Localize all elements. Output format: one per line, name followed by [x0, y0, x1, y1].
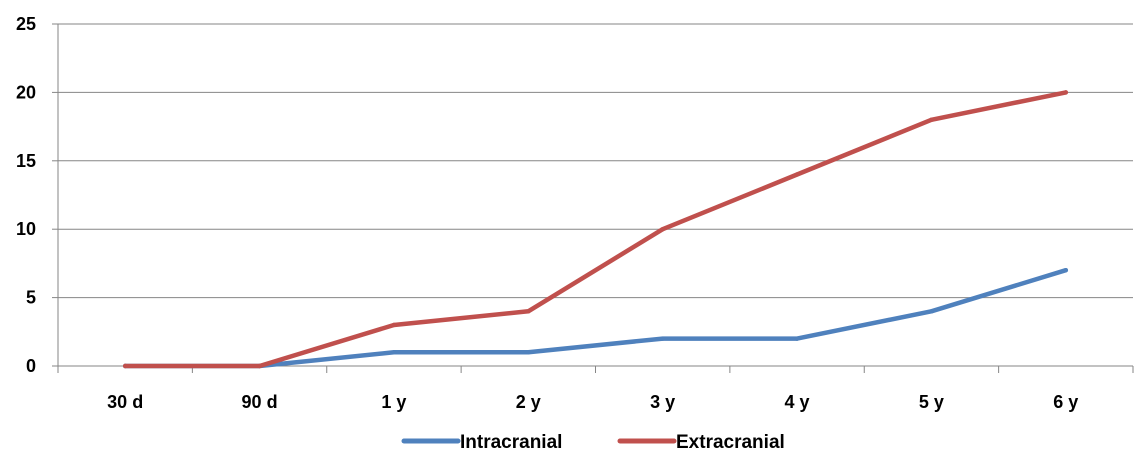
legend: Intracranial Extracranial [401, 432, 785, 453]
y-tick-label: 25 [16, 14, 36, 34]
gridlines [58, 23, 1133, 299]
series-line-extracranial [122, 90, 1069, 369]
x-tick-label: 1 y [381, 392, 406, 412]
y-tick-label: 0 [26, 356, 36, 376]
data-point-intracranial [391, 350, 397, 355]
x-tick-label: 3 y [650, 392, 675, 412]
data-point-extracranial [660, 227, 665, 232]
data-point-extracranial [391, 322, 397, 328]
y-tick-label: 20 [16, 82, 36, 102]
data-point-extracranial [526, 309, 531, 314]
x-tick-label: 90 d [242, 392, 278, 412]
series-lines [122, 90, 1069, 369]
data-point-intracranial [526, 350, 531, 355]
data-point-intracranial [794, 336, 800, 341]
x-tick-label: 2 y [516, 392, 541, 412]
y-tick-label: 15 [16, 151, 36, 171]
legend-label-intracranial: Intracranial [460, 432, 562, 453]
data-point-extracranial [1063, 90, 1069, 95]
legend-label-extracranial: Extracranial [676, 432, 785, 453]
y-tick-label: 10 [16, 219, 36, 239]
tick-labels: 0 5 10 15 20 25 30 d 90 d 1 y 2 y 3 y 4 y 5 y 6 y [16, 14, 1078, 412]
data-point-intracranial [660, 336, 665, 341]
y-tick-label: 5 [26, 288, 36, 308]
x-tick-label: 6 y [1053, 392, 1078, 412]
data-point-intracranial [1063, 268, 1069, 273]
data-point-extracranial [929, 117, 934, 122]
data-point-extracranial [257, 363, 262, 369]
x-tick-label: 4 y [785, 392, 810, 412]
x-tick-label: 5 y [919, 392, 944, 412]
data-point-extracranial [122, 363, 128, 369]
x-tick-label: 30 d [107, 392, 143, 412]
series-line-intracranial [122, 267, 1069, 369]
data-point-extracranial [794, 172, 800, 177]
axes [52, 23, 1134, 373]
data-point-intracranial [929, 309, 934, 314]
